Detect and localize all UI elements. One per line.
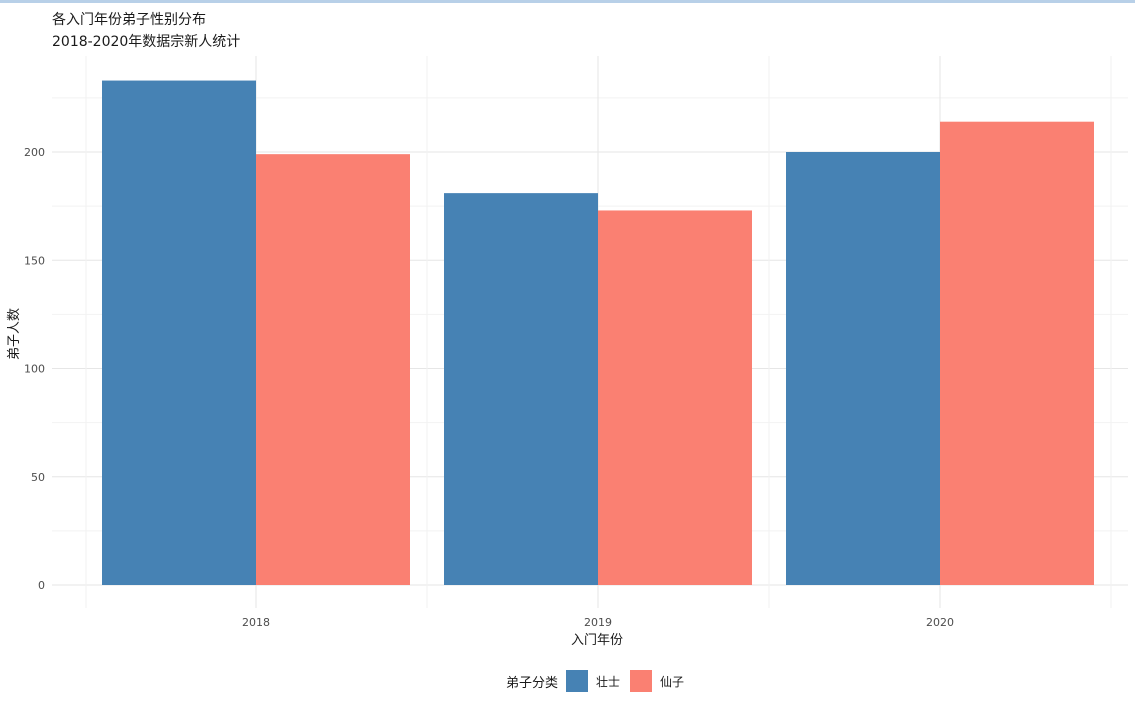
y-tick-label: 0 [38, 579, 45, 592]
bar-2020-series-0 [786, 152, 940, 585]
y-tick-label: 50 [31, 471, 45, 484]
y-axis-title: 弟子人数 [7, 308, 22, 360]
y-tick-label: 150 [24, 254, 45, 267]
x-tick-label: 2020 [926, 616, 954, 629]
bar-2019-series-1 [598, 210, 752, 585]
bar-2020-series-1 [940, 121, 1094, 585]
y-tick-label: 200 [24, 146, 45, 159]
legend-label-series-0: 壮士 [596, 674, 621, 689]
legend: 弟子分类 壮士 仙子 [0, 666, 1135, 696]
x-axis-ticks: 2018 2019 2020 [242, 616, 954, 629]
legend-swatch-series-0 [566, 670, 589, 692]
chart-subtitle: 2018-2020年数据宗新人统计 [52, 34, 241, 50]
chart-title: 各入门年份弟子性别分布 [52, 12, 206, 28]
legend-title: 弟子分类 [506, 675, 559, 691]
bar-2019-series-0 [444, 193, 598, 585]
bar-chart: 0 50 100 150 200 2018 2019 2020 入门年份 弟子人数 [7, 56, 1128, 648]
bars-group [102, 80, 1094, 586]
legend-swatch-series-1 [630, 670, 653, 692]
legend-item-series-0: 壮士 [566, 670, 620, 692]
bar-2018-series-1 [256, 154, 410, 586]
x-tick-label: 2018 [242, 616, 270, 629]
legend-label-series-1: 仙子 [660, 674, 685, 689]
bar-2018-series-0 [102, 80, 256, 586]
x-tick-label: 2019 [584, 616, 612, 629]
legend-item-series-1: 仙子 [630, 670, 684, 692]
y-axis-ticks: 0 50 100 150 200 [24, 146, 45, 592]
x-axis-title: 入门年份 [571, 633, 623, 648]
top-accent-bar [0, 0, 1135, 3]
y-tick-label: 100 [24, 363, 45, 376]
